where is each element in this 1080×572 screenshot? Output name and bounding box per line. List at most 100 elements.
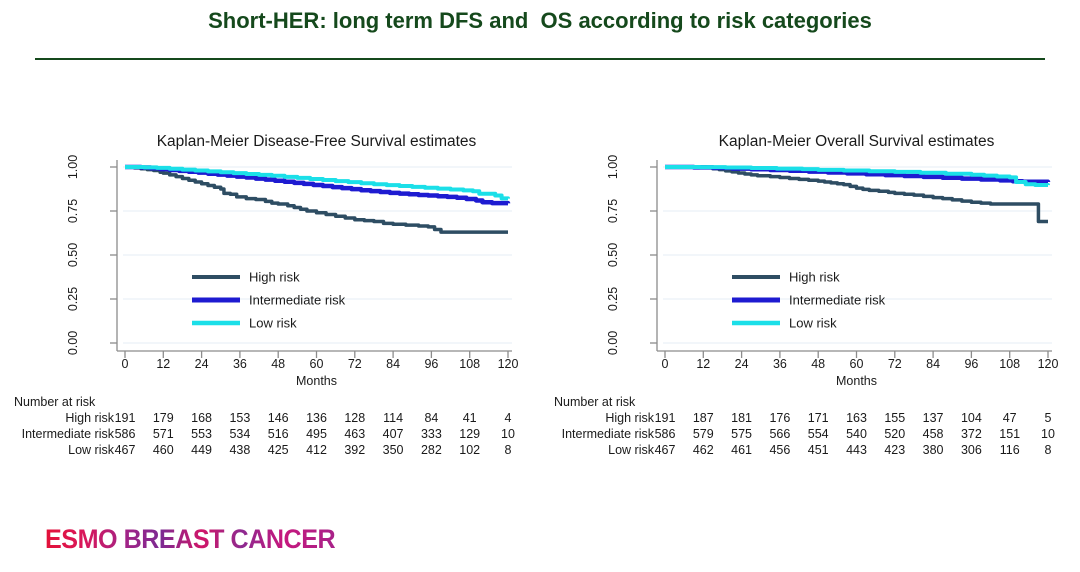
risk-table-value: 553: [191, 427, 212, 441]
risk-table-value: 191: [655, 411, 676, 425]
x-tick-label: 108: [459, 357, 480, 371]
risk-table-value: 181: [731, 411, 752, 425]
chart-title: Kaplan-Meier Overall Survival estimates: [719, 133, 995, 150]
risk-table-value: 451: [808, 443, 829, 457]
risk-table-value: 495: [306, 427, 327, 441]
legend-label: High risk: [789, 270, 840, 285]
risk-table-value: 461: [731, 443, 752, 457]
risk-table-value: 163: [846, 411, 867, 425]
risk-table-value: 187: [693, 411, 714, 425]
series-high-risk: [665, 165, 1048, 224]
x-tick-label: 12: [156, 357, 170, 371]
y-tick-label: 1.00: [606, 155, 620, 179]
risk-table-value: 520: [884, 427, 905, 441]
risk-table-value: 412: [306, 443, 327, 457]
risk-table-value: 407: [383, 427, 404, 441]
x-tick-label: 96: [964, 357, 978, 371]
risk-table-value: 534: [229, 427, 250, 441]
risk-table-value: 333: [421, 427, 442, 441]
risk-table-row-label: Intermediate risk: [22, 427, 115, 441]
risk-table-value: 456: [769, 443, 790, 457]
x-tick-label: 36: [773, 357, 787, 371]
y-tick-label: 1.00: [66, 155, 80, 179]
x-tick-label: 12: [696, 357, 710, 371]
series-intermediate-risk: [125, 164, 511, 206]
risk-table-value: 392: [344, 443, 365, 457]
risk-table-heading: Number at risk: [554, 395, 636, 409]
x-tick-label: 108: [999, 357, 1020, 371]
risk-table-value: 458: [923, 427, 944, 441]
y-tick-label: 0.75: [606, 199, 620, 223]
risk-table-value: 179: [153, 411, 174, 425]
y-tick-label: 0.25: [66, 287, 80, 311]
risk-table-value: 47: [1003, 411, 1017, 425]
risk-table-value: 155: [884, 411, 905, 425]
x-axis-title: Months: [836, 374, 877, 388]
x-tick-label: 96: [424, 357, 438, 371]
y-tick-label: 0.50: [606, 243, 620, 267]
x-tick-label: 48: [811, 357, 825, 371]
chart-title: Kaplan-Meier Disease-Free Survival estim…: [157, 133, 477, 150]
risk-table-value: 151: [999, 427, 1020, 441]
risk-table-value: 566: [769, 427, 790, 441]
risk-table-value: 146: [268, 411, 289, 425]
y-tick-label: 0.75: [66, 199, 80, 223]
x-tick-label: 24: [735, 357, 749, 371]
x-tick-label: 120: [498, 357, 519, 371]
risk-table-value: 129: [459, 427, 480, 441]
x-tick-label: 24: [195, 357, 209, 371]
risk-table-value: 8: [505, 443, 512, 457]
risk-table-value: 306: [961, 443, 982, 457]
risk-table-value: 4: [505, 411, 512, 425]
risk-table-heading: Number at risk: [14, 395, 96, 409]
risk-table-row-label: High risk: [65, 411, 114, 425]
risk-table-value: 116: [1000, 443, 1020, 457]
risk-table-value: 372: [961, 427, 982, 441]
risk-table-value: 41: [463, 411, 477, 425]
risk-table-value: 137: [923, 411, 944, 425]
legend-label: Low risk: [249, 316, 297, 331]
x-tick-label: 84: [926, 357, 940, 371]
risk-table-value: 114: [383, 411, 403, 425]
x-tick-label: 60: [850, 357, 864, 371]
risk-table-value: 171: [808, 411, 829, 425]
risk-table-value: 128: [344, 411, 365, 425]
risk-table-row-label: High risk: [605, 411, 654, 425]
y-tick-label: 0.00: [66, 331, 80, 355]
risk-table-row-label: Intermediate risk: [562, 427, 655, 441]
risk-table-value: 586: [655, 427, 676, 441]
risk-table-value: 102: [459, 443, 480, 457]
y-tick-label: 0.50: [66, 243, 80, 267]
risk-table-value: 10: [501, 427, 515, 441]
x-tick-label: 0: [662, 357, 669, 371]
series-high-risk: [125, 165, 508, 234]
risk-table-value: 460: [153, 443, 174, 457]
risk-table-value: 153: [229, 411, 250, 425]
x-tick-label: 72: [348, 357, 362, 371]
x-tick-label: 36: [233, 357, 247, 371]
x-tick-label: 48: [271, 357, 285, 371]
legend-label: Intermediate risk: [249, 293, 346, 308]
x-tick-label: 60: [310, 357, 324, 371]
risk-table-value: 380: [923, 443, 944, 457]
esmo-breast-cancer-logo: ESMO BREAST CANCER: [45, 524, 336, 554]
risk-table-value: 438: [229, 443, 250, 457]
risk-table-value: 84: [424, 411, 438, 425]
risk-table-value: 423: [884, 443, 905, 457]
x-axis-title: Months: [296, 374, 337, 388]
kaplan-meier-os-chart: 1.000.750.500.250.000 12 24 36 48 60 72 84 96 108…: [554, 133, 1059, 457]
legend-label: Low risk: [789, 316, 837, 331]
risk-table-value: 571: [153, 427, 174, 441]
risk-table-value: 282: [421, 443, 442, 457]
y-tick-label: 0.00: [606, 331, 620, 355]
risk-table-value: 8: [1045, 443, 1052, 457]
risk-table-value: 540: [846, 427, 867, 441]
risk-table-value: 350: [383, 443, 404, 457]
risk-table-value: 425: [268, 443, 289, 457]
risk-table-value: 516: [268, 427, 289, 441]
x-tick-label: 120: [1038, 357, 1059, 371]
risk-table-value: 449: [191, 443, 212, 457]
risk-table-value: 467: [115, 443, 136, 457]
risk-table-value: 191: [115, 411, 136, 425]
